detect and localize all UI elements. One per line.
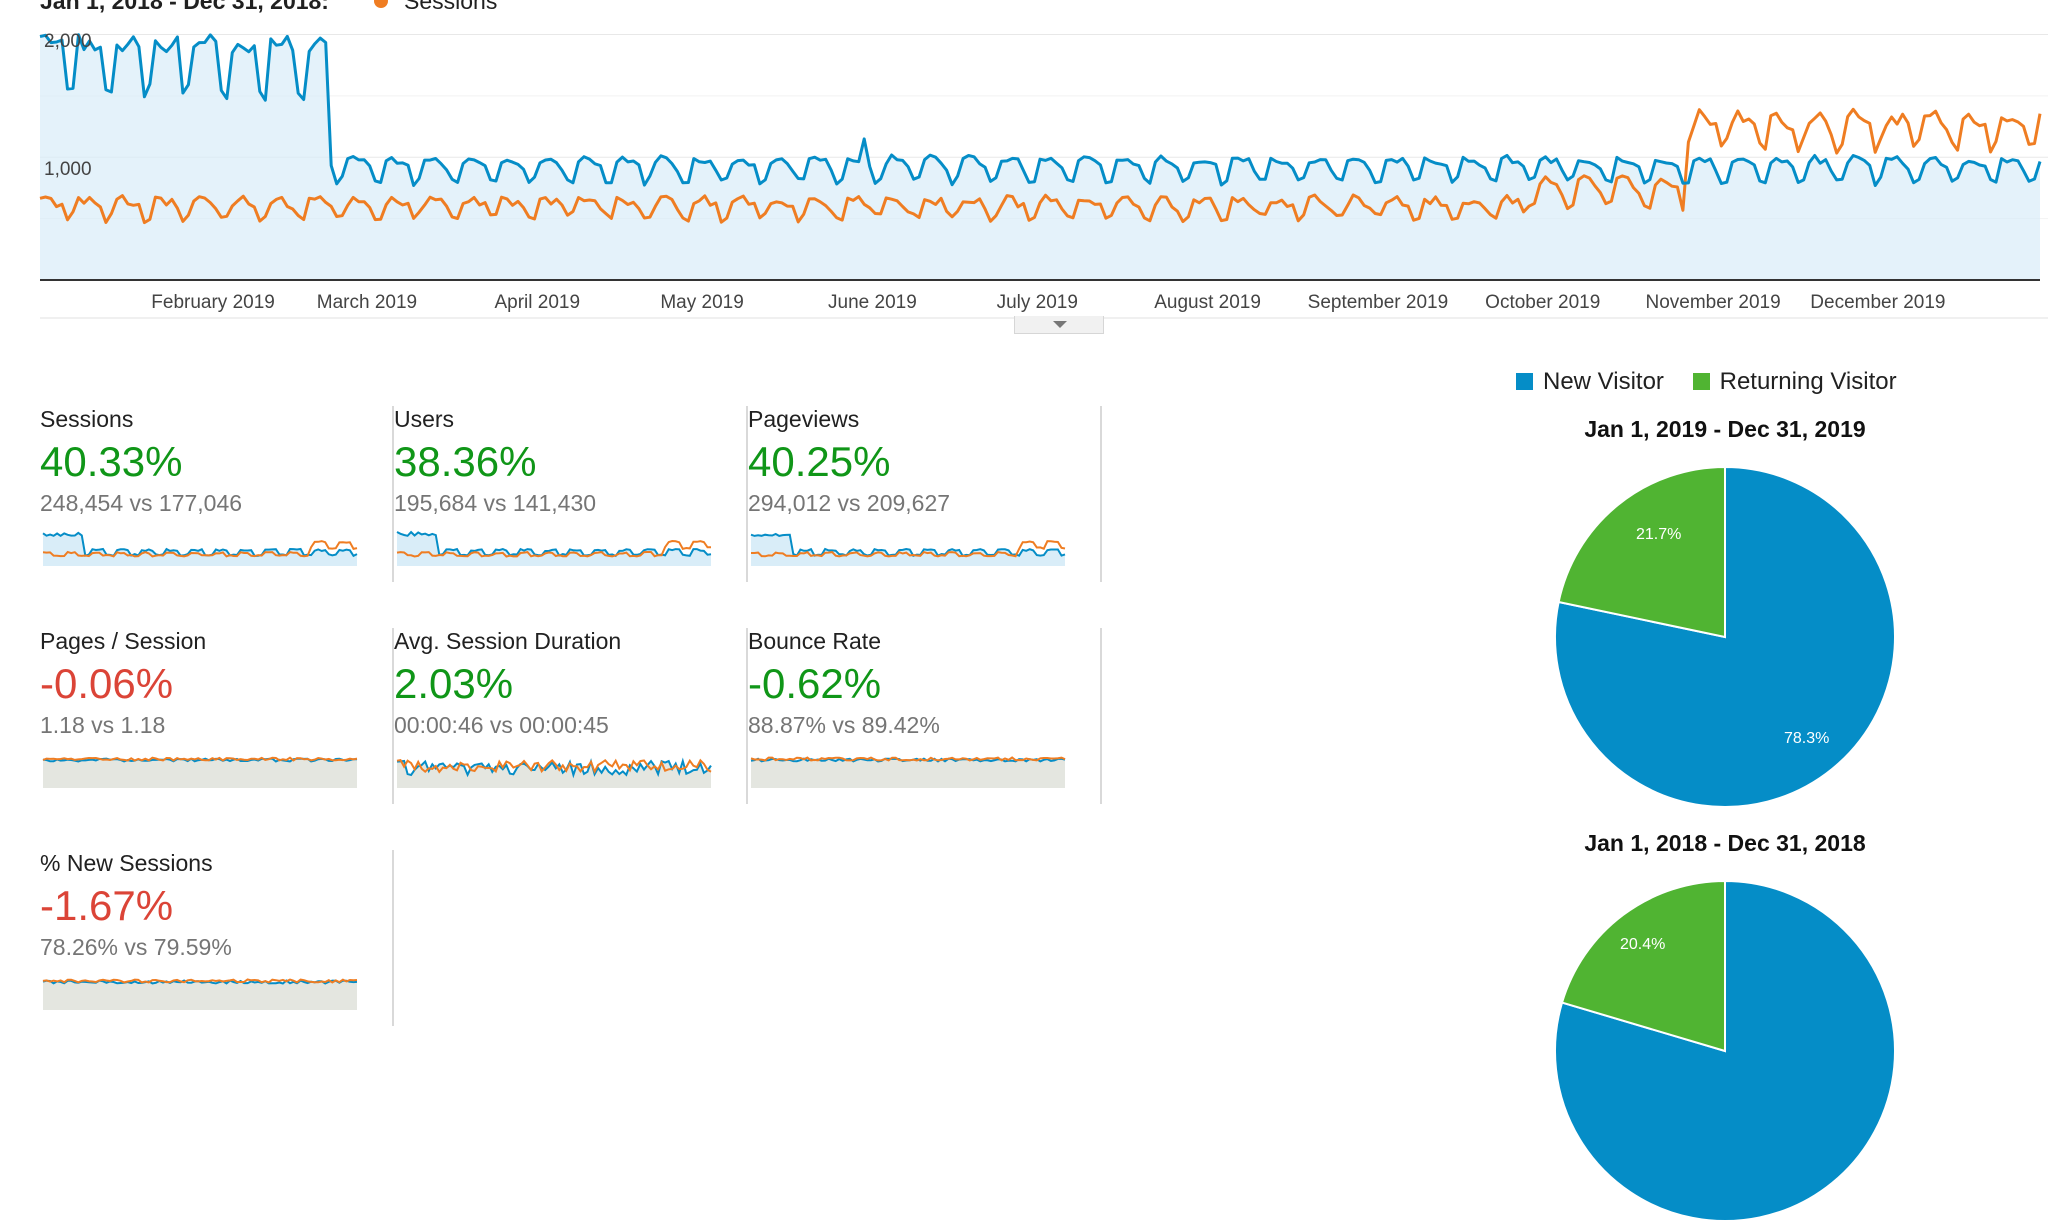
metric-comparison: 00:00:46 vs 00:00:45 [394,712,609,738]
pie-label-new-2019: 78.3% [1784,730,1830,747]
sparkline-area [43,758,357,788]
metric-card-avg-session-duration[interactable]: Avg. Session Duration 2.03% 00:00:46 vs 00… [394,628,748,804]
metric-change: 38.36% [394,438,537,485]
current-period-line [39,33,2042,187]
pie-slice-returning-visitor [1557,465,1726,639]
series-label: Sessions [404,0,498,14]
x-tick-label: April 2019 [494,292,580,313]
sparkline-previous [42,978,358,984]
metric-comparison: 294,012 vs 209,627 [748,490,951,516]
y-tick-label: 1,000 [44,159,92,180]
metric-card-pages-session[interactable]: Pages / Session -0.06% 1.18 vs 1.18 [40,628,394,804]
sparkline-area [397,532,711,566]
visitor-type-pie-2019 [1554,465,1896,808]
metric-sparkline [750,756,1066,788]
returning-visitor-swatch [1692,373,1710,390]
sparkline-previous [396,758,712,775]
x-tick-label: March 2019 [317,292,417,313]
metric-sparkline [396,530,712,566]
metric-comparison: 1.18 vs 1.18 [40,712,166,738]
x-tick-label: September 2019 [1308,292,1449,313]
pie-title-2019: Jan 1, 2019 - Dec 31, 2019 [1584,416,1866,442]
metric-title: Sessions [40,406,134,432]
sparkline-previous [750,756,1066,762]
metric-card-sessions[interactable]: Sessions 40.33% 248,454 vs 177,046 [40,406,394,582]
metric-sparkline [42,756,358,788]
new-visitor-swatch [1516,373,1533,390]
metric-sparkline [396,757,712,788]
metric-card-users[interactable]: Users 38.36% 195,684 vs 141,430 [394,406,748,582]
previous-period-line [39,107,2042,225]
metric-comparison: 78.26% vs 79.59% [40,934,232,960]
comparison-range-label: Jan 1, 2018 - Dec 31, 2018: [40,0,329,14]
metric-title: Users [394,406,455,432]
metric-title: % New Sessions [40,850,213,876]
x-tick-label: November 2019 [1645,292,1780,313]
pie-label-returning-2018: 20.4% [1620,936,1666,953]
pie-slice-returning-visitor [1560,879,1726,1053]
metric-card-pageviews[interactable]: Pageviews 40.25% 294,012 vs 209,627 [748,406,1102,582]
metric-change: 40.33% [40,438,183,485]
metric-title: Bounce Rate [748,628,881,654]
metric-change: -1.67% [40,882,174,929]
chart-expander-button[interactable] [1014,316,1104,334]
x-tick-label: July 2019 [997,292,1078,313]
orange-dot-icon [374,0,388,8]
pie-title-2018: Jan 1, 2018 - Dec 31, 2018 [1584,830,1866,856]
sparkline-previous [42,756,358,762]
pie-slice-new-visitor [1554,465,1896,808]
metric-comparison: 195,684 vs 141,430 [394,490,597,516]
sparkline-previous [751,540,1066,558]
legend-item-returning-visitor: Returning Visitor [1692,368,1897,396]
metric-card-bounce-rate[interactable]: Bounce Rate -0.62% 88.87% vs 89.42% [748,628,1102,804]
sparkline-previous [42,540,358,558]
sparkline-previous [396,539,711,558]
sessions-line-chart: 2,000 1,000 February 2019 March 2019 April… [39,31,2048,319]
metric-comparison: 248,454 vs 177,046 [40,490,243,516]
x-tick-label: May 2019 [660,292,743,313]
metric-change: 40.25% [748,438,891,485]
pie-legend: New Visitor Returning Visitor [1516,368,1919,398]
metric-change: -0.62% [748,660,882,707]
x-tick-label: August 2019 [1154,292,1261,313]
metric-change: 2.03% [394,660,514,707]
metric-sparkline [750,532,1066,566]
sparkline-area [43,532,357,566]
metric-change: -0.06% [40,660,174,707]
x-tick-label: June 2019 [828,292,917,313]
metric-sparkline [42,531,358,566]
x-tick-label: October 2019 [1485,292,1600,313]
x-tick-label: February 2019 [151,292,275,313]
legend-item-new-visitor: New Visitor [1516,368,1664,396]
x-tick-label: December 2019 [1810,292,1945,313]
metric-title: Avg. Session Duration [394,628,622,654]
current-period-area [40,34,2040,281]
metric-comparison: 88.87% vs 89.42% [748,712,940,738]
visitor-type-pie-2018 [1554,879,1896,1222]
metric-card-new-sessions[interactable]: % New Sessions -1.67% 78.26% vs 79.59% [40,850,394,1026]
pie-label-returning-2019: 21.7% [1636,526,1682,543]
y-tick-label: 2,000 [44,31,92,52]
metric-title: Pages / Session [40,628,207,654]
sparkline-area [43,980,357,1010]
metric-sparkline [42,978,358,1010]
sparkline-area [751,758,1065,788]
metric-title: Pageviews [748,406,860,432]
